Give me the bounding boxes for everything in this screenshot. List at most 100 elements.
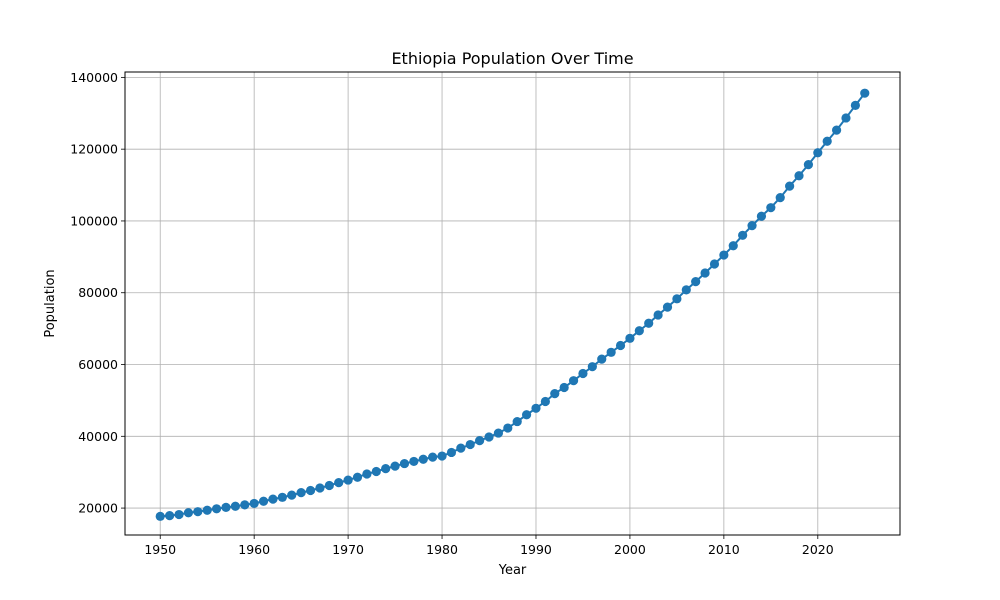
data-point — [822, 136, 832, 146]
data-point — [587, 362, 597, 372]
data-point — [268, 494, 278, 504]
data-point — [550, 388, 560, 399]
data-point — [362, 469, 372, 479]
data-point — [456, 443, 466, 453]
chart-title: Ethiopia Population Over Time — [391, 49, 633, 68]
y-tick-label: 60000 — [78, 357, 118, 372]
data-point — [465, 439, 475, 450]
data-point — [813, 148, 823, 158]
data-point — [202, 505, 212, 515]
plot-area-frame — [124, 71, 901, 536]
data-point — [738, 230, 748, 240]
data-point — [653, 310, 663, 320]
data-point — [597, 354, 607, 364]
data-point — [803, 160, 814, 170]
data-point — [437, 451, 447, 461]
data-point — [606, 347, 616, 357]
data-point — [193, 507, 203, 517]
data-point — [475, 436, 485, 446]
data-point — [390, 461, 400, 471]
data-point — [766, 203, 776, 213]
data-point — [568, 376, 579, 386]
data-point — [315, 483, 325, 493]
x-tick-label: 2000 — [614, 542, 646, 557]
data-point — [691, 277, 701, 287]
data-point — [258, 496, 269, 506]
data-point — [249, 498, 259, 509]
data-point — [287, 490, 297, 500]
data-point — [662, 302, 673, 312]
data-point — [352, 472, 363, 482]
data-point — [615, 340, 626, 351]
data-point — [381, 464, 391, 474]
data-point — [747, 221, 757, 231]
data-point — [644, 318, 654, 328]
data-point — [211, 504, 222, 514]
data-point — [183, 508, 194, 518]
data-point — [775, 193, 785, 203]
data-point — [165, 511, 175, 521]
data-point — [418, 454, 428, 464]
x-axis-label: Year — [498, 563, 527, 578]
data-point — [493, 428, 504, 438]
x-tick-label: 1980 — [426, 542, 458, 557]
data-point — [399, 458, 410, 469]
data-point — [155, 511, 165, 521]
x-axis-ticks: 1950 1960 1970 1980 1990 2000 2010 2020 — [144, 535, 834, 557]
data-point — [305, 485, 316, 496]
data-point — [428, 452, 438, 462]
data-point — [446, 447, 457, 458]
data-point — [728, 241, 738, 251]
data-point — [860, 88, 870, 98]
data-point — [709, 259, 720, 269]
data-point — [756, 211, 767, 221]
data-point — [371, 466, 381, 477]
data-point — [240, 500, 250, 510]
data-series — [155, 88, 870, 521]
data-point — [324, 480, 334, 491]
data-point — [343, 475, 353, 485]
grid — [125, 72, 900, 535]
x-tick-label: 1950 — [144, 542, 176, 557]
x-tick-label: 1990 — [520, 542, 552, 557]
data-point — [700, 268, 710, 278]
data-point — [634, 326, 644, 336]
data-point — [521, 410, 532, 420]
y-tick-label: 100000 — [70, 213, 118, 228]
data-point — [672, 294, 682, 304]
data-point — [174, 509, 184, 520]
series-line — [160, 92, 866, 518]
data-point — [841, 113, 851, 123]
data-point — [503, 423, 513, 433]
x-tick-label: 1960 — [238, 542, 270, 557]
data-point — [484, 432, 494, 442]
data-point — [681, 285, 691, 295]
data-point — [785, 181, 795, 191]
data-point — [559, 382, 569, 393]
data-point — [221, 502, 231, 512]
data-point — [409, 456, 419, 467]
data-point — [334, 477, 344, 488]
y-axis-ticks: 20000 40000 60000 80000 100000 120000 140000 — [70, 70, 125, 516]
y-tick-label: 20000 — [78, 501, 118, 516]
x-tick-label: 2010 — [708, 542, 740, 557]
y-tick-label: 120000 — [70, 142, 118, 157]
data-point — [578, 368, 588, 379]
data-point — [230, 501, 240, 511]
x-tick-label: 1970 — [332, 542, 364, 557]
data-point — [719, 250, 729, 260]
data-point — [794, 171, 804, 181]
data-point — [831, 125, 842, 135]
y-tick-label: 40000 — [78, 429, 118, 444]
data-point — [540, 396, 550, 407]
data-point — [512, 416, 522, 427]
data-point — [277, 492, 287, 502]
data-point — [531, 403, 541, 413]
y-axis-label: Population — [43, 269, 58, 337]
y-tick-label: 140000 — [70, 70, 118, 85]
data-point — [850, 100, 860, 110]
x-tick-label: 2020 — [802, 542, 834, 557]
y-tick-label: 80000 — [78, 285, 118, 300]
